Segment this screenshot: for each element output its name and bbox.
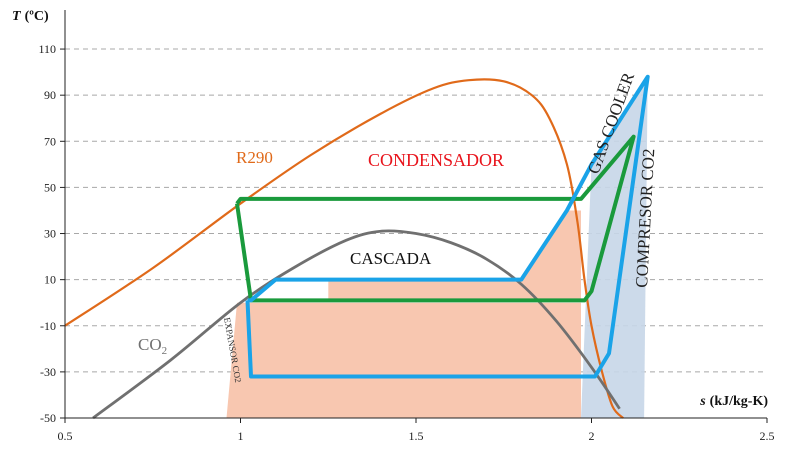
axes bbox=[60, 10, 768, 423]
compressor-fill bbox=[581, 76, 648, 418]
x-tick-label: 0.5 bbox=[58, 429, 73, 443]
y-tick-label: 70 bbox=[44, 134, 56, 148]
co2-cycle-line bbox=[245, 74, 650, 379]
y-axis-label: T (ºC) bbox=[12, 9, 49, 24]
y-tick-label: 50 bbox=[44, 180, 56, 194]
condensador-label: CONDENSADOR bbox=[368, 150, 504, 170]
y-axis-unit: (ºC) bbox=[25, 9, 49, 24]
x-tick-label: 2 bbox=[589, 429, 595, 443]
cascada-label: CASCADA bbox=[350, 249, 432, 268]
y-tick-label: 30 bbox=[44, 227, 56, 241]
evaporator-fill bbox=[226, 302, 581, 418]
x-axis-symbol: s bbox=[699, 394, 706, 409]
co2-dome-line bbox=[92, 229, 621, 420]
r290-cycle-line bbox=[235, 134, 636, 303]
y-tick-label: -30 bbox=[40, 365, 56, 379]
x-axis-unit: (kJ/kg-K) bbox=[710, 394, 769, 409]
x-axis-label: s (kJ/kg-K) bbox=[699, 394, 768, 409]
co2-subscript: 2 bbox=[162, 345, 168, 357]
y-tick-label: 90 bbox=[44, 88, 56, 102]
series-lines bbox=[64, 74, 650, 420]
y-tick-label: 10 bbox=[44, 273, 56, 287]
r290-dome-line bbox=[64, 78, 624, 419]
tick-labels: 110 90 70 50 30 10 -10 -30 -500.5 1 1.5 2 2.5 bbox=[38, 42, 774, 443]
x-tick-label: 1 bbox=[238, 429, 244, 443]
x-tick-label: 2.5 bbox=[760, 429, 775, 443]
r290-label: R290 bbox=[236, 148, 273, 167]
area-fills bbox=[226, 76, 648, 418]
y-tick-label: -10 bbox=[40, 319, 56, 333]
y-axis-symbol: T bbox=[12, 9, 22, 24]
x-tick-label: 1.5 bbox=[409, 429, 424, 443]
cascade-fill bbox=[328, 210, 581, 301]
y-tick-label: 110 bbox=[38, 42, 56, 56]
y-tick-label: -50 bbox=[40, 411, 56, 425]
co2-label: CO2 bbox=[138, 335, 167, 357]
